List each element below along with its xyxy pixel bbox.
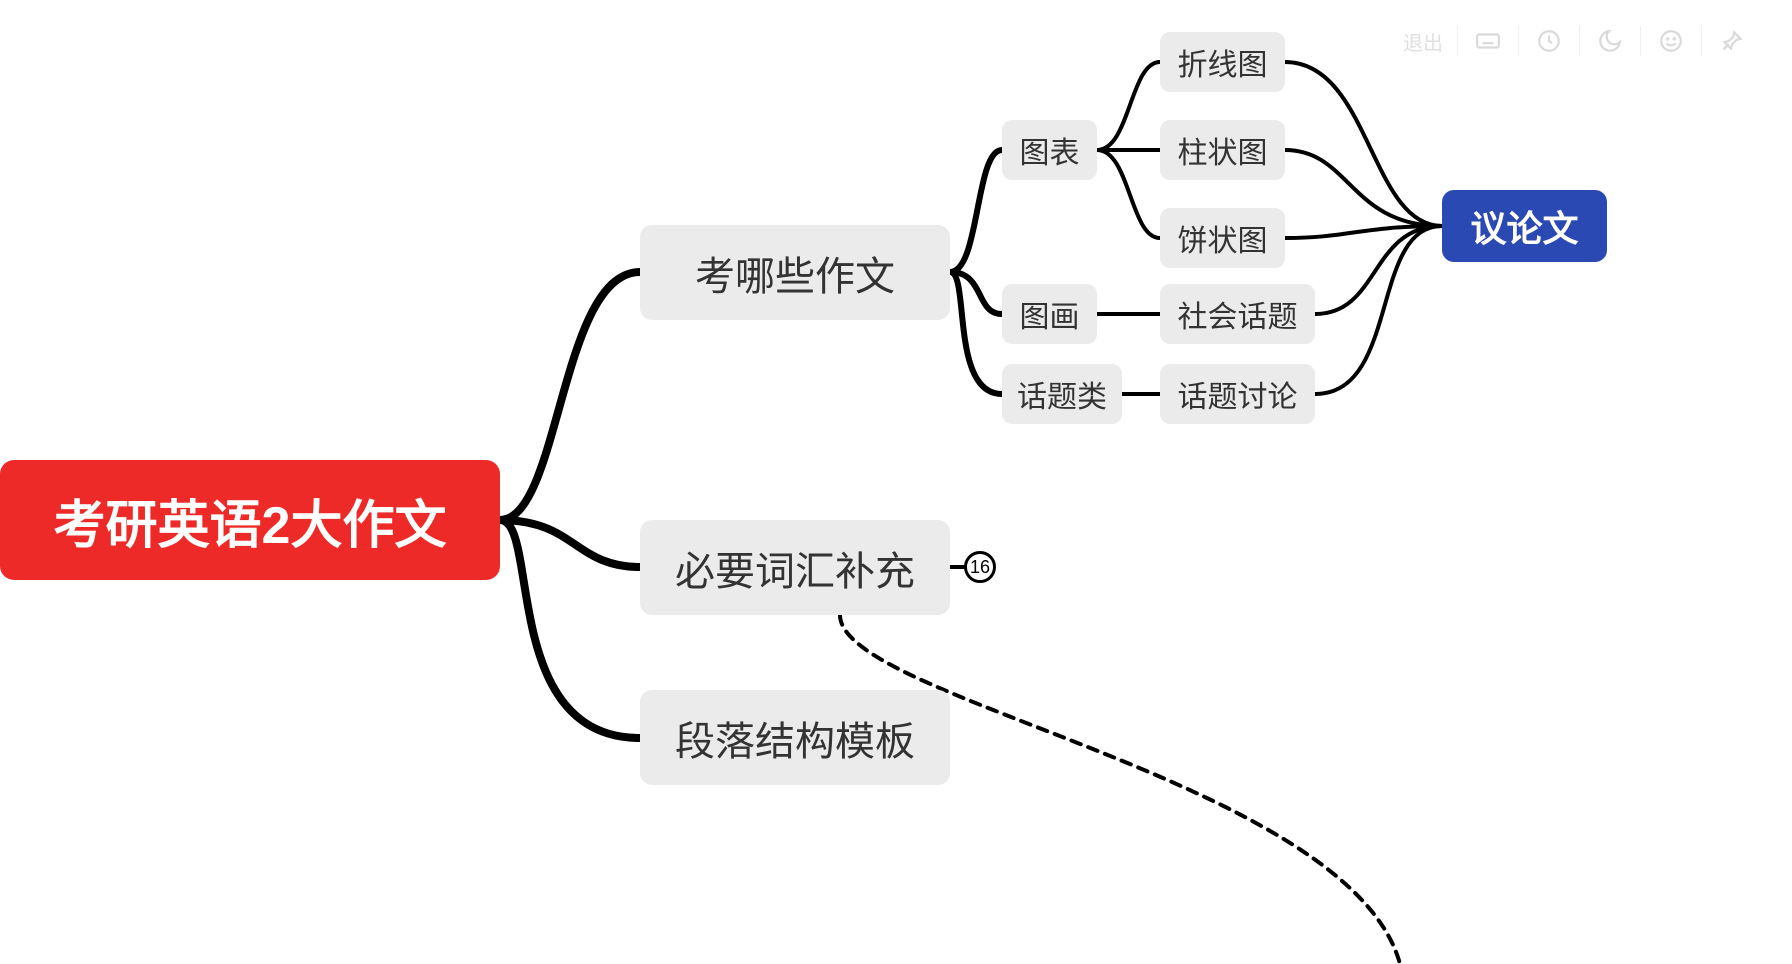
node-label: 折线图 xyxy=(1178,40,1268,84)
node-highlight[interactable]: 议论文 xyxy=(1442,190,1607,262)
exit-button[interactable]: 退出 xyxy=(1389,27,1457,56)
clock-icon[interactable] xyxy=(1519,16,1579,66)
node-child-3[interactable]: 话题类 xyxy=(1002,364,1122,424)
node-label: 段落结构模板 xyxy=(675,709,915,767)
node-label: 社会话题 xyxy=(1178,292,1298,336)
toolbar: 退出 xyxy=(1389,16,1762,66)
node-label: 必要词汇补充 xyxy=(675,539,915,597)
node-label: 议论文 xyxy=(1470,200,1578,252)
node-label: 图表 xyxy=(1020,128,1080,172)
pin-icon[interactable] xyxy=(1702,16,1762,66)
moon-icon[interactable] xyxy=(1580,16,1640,66)
node-leaf-1[interactable]: 折线图 xyxy=(1160,32,1285,92)
node-branch-3[interactable]: 段落结构模板 xyxy=(640,690,950,785)
keyboard-icon[interactable] xyxy=(1458,16,1518,66)
node-branch-2[interactable]: 必要词汇补充 xyxy=(640,520,950,615)
child-count-badge[interactable]: 16 xyxy=(964,551,996,583)
badge-label: 16 xyxy=(970,557,990,578)
node-child-2[interactable]: 图画 xyxy=(1002,284,1097,344)
node-label: 柱状图 xyxy=(1178,128,1268,172)
node-label: 话题类 xyxy=(1017,372,1107,416)
node-label: 饼状图 xyxy=(1178,216,1268,260)
node-label: 图画 xyxy=(1020,292,1080,336)
node-leaf-5[interactable]: 话题讨论 xyxy=(1160,364,1315,424)
node-leaf-3[interactable]: 饼状图 xyxy=(1160,208,1285,268)
node-child-1[interactable]: 图表 xyxy=(1002,120,1097,180)
node-label: 话题讨论 xyxy=(1178,372,1298,416)
node-branch-1[interactable]: 考哪些作文 xyxy=(640,225,950,320)
node-root[interactable]: 考研英语2大作文 xyxy=(0,460,500,580)
node-leaf-2[interactable]: 柱状图 xyxy=(1160,120,1285,180)
mindmap-canvas[interactable]: { "toolbar": { "exit_label": "退出" }, "st… xyxy=(0,0,1792,964)
node-label: 考哪些作文 xyxy=(695,244,895,302)
node-root-label: 考研英语2大作文 xyxy=(54,483,447,558)
smile-icon[interactable] xyxy=(1641,16,1701,66)
node-leaf-4[interactable]: 社会话题 xyxy=(1160,284,1315,344)
